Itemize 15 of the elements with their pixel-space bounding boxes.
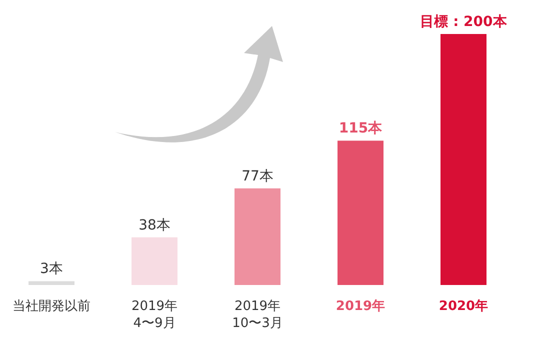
data-label: 77本 [242,168,274,184]
bar [28,281,74,285]
bar [338,140,384,285]
data-label: 115本 [338,120,384,137]
x-tick-label: 2019年 10〜3月 [232,299,283,331]
bar [234,188,280,285]
x-tick-label: 当社開発以前 [12,299,90,314]
x-tick-label: 2019年 [336,299,386,314]
bar [132,237,178,285]
data-label: 38本 [138,217,170,234]
x-tick-label: 2019年 4〜9月 [131,299,178,331]
x-tick-label: 2020年 [438,299,488,314]
data-label: 3本 [40,261,63,278]
data-label: 目標 : 200本 [420,14,508,30]
bar [440,34,486,285]
